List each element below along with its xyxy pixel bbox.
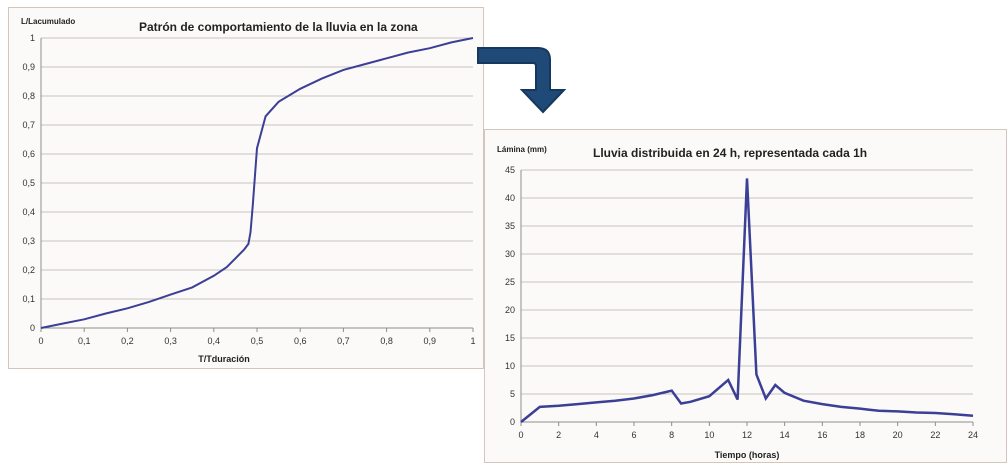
- y-tick-label: 45: [505, 165, 515, 175]
- y-tick-label: 40: [505, 193, 515, 203]
- x-tick-label: 0,1: [78, 336, 91, 346]
- y-tick-label: 1: [30, 33, 35, 43]
- y-axis-label: Lámina (mm): [497, 145, 547, 154]
- chart-panel-accumulated: 0 0,1 0,2 0,3 0,4 0,5 0,6 0,7 0,8 0,9 1 0 0,1 0,2 0,3…: [8, 7, 484, 369]
- y-tick-label: 0: [30, 323, 35, 333]
- x-axis-label: Tiempo (horas): [715, 450, 780, 460]
- x-tick-label: 8: [669, 430, 674, 440]
- y-tick-label: 0: [510, 417, 515, 427]
- curved-down-arrow-icon: [470, 36, 580, 116]
- x-tick-label: 1: [470, 336, 475, 346]
- x-tick-label: 2: [556, 430, 561, 440]
- x-tick-label: 0: [38, 336, 43, 346]
- chart-title: Patrón de comportamiento de la lluvia en…: [139, 20, 418, 34]
- y-tick-label: 0,5: [22, 178, 35, 188]
- x-tick-label: 0,5: [251, 336, 264, 346]
- y-tick-label: 0,2: [22, 265, 35, 275]
- x-tick-label: 0,8: [380, 336, 393, 346]
- y-tick-label: 0,9: [22, 62, 35, 72]
- x-tick-label: 0,9: [424, 336, 437, 346]
- x-axis-label: T/Tduración: [198, 354, 250, 364]
- y-tick-label: 0,3: [22, 236, 35, 246]
- x-tick-label: 0,7: [337, 336, 350, 346]
- x-tick-label: 0,4: [208, 336, 221, 346]
- x-tick-label: 12: [742, 430, 752, 440]
- y-tick-label: 0,6: [22, 149, 35, 159]
- y-tick-label: 0,4: [22, 207, 35, 217]
- x-tick-label: 20: [893, 430, 903, 440]
- x-tick-label: 0,2: [121, 336, 134, 346]
- x-tick-label: 6: [631, 430, 636, 440]
- x-tick-label: 4: [594, 430, 599, 440]
- x-tick-label: 24: [968, 430, 978, 440]
- y-tick-label: 15: [505, 333, 515, 343]
- y-tick-label: 30: [505, 249, 515, 259]
- y-tick-label: 0,1: [22, 294, 35, 304]
- x-tick-label: 0: [518, 430, 523, 440]
- x-tick-label: 0,6: [294, 336, 307, 346]
- y-tick-label: 10: [505, 361, 515, 371]
- y-tick-label: 20: [505, 305, 515, 315]
- y-tick-label: 5: [510, 389, 515, 399]
- x-tick-label: 22: [930, 430, 940, 440]
- series-line-hourly: [521, 178, 973, 422]
- accumulated-rain-chart: 0 0,1 0,2 0,3 0,4 0,5 0,6 0,7 0,8 0,9 1 0 0,1 0,2 0,3…: [9, 8, 483, 368]
- y-tick-label: 0,8: [22, 91, 35, 101]
- chart-title: Lluvia distribuida en 24 h, representada…: [593, 146, 867, 160]
- y-tick-label: 25: [505, 277, 515, 287]
- x-tick-label: 0,3: [164, 336, 177, 346]
- x-tick-label: 18: [855, 430, 865, 440]
- y-tick-label: 0,7: [22, 120, 35, 130]
- x-tick-label: 16: [817, 430, 827, 440]
- x-tick-label: 10: [704, 430, 714, 440]
- y-tick-label: 35: [505, 221, 515, 231]
- chart-panel-hourly: 0 5 10 15 20 25 30 35 40 45 0 2 4 6 8 10 12 14 16 18 20 22 24…: [484, 129, 1007, 463]
- y-axis-label: L/Lacumulado: [21, 17, 75, 26]
- x-tick-label: 14: [780, 430, 790, 440]
